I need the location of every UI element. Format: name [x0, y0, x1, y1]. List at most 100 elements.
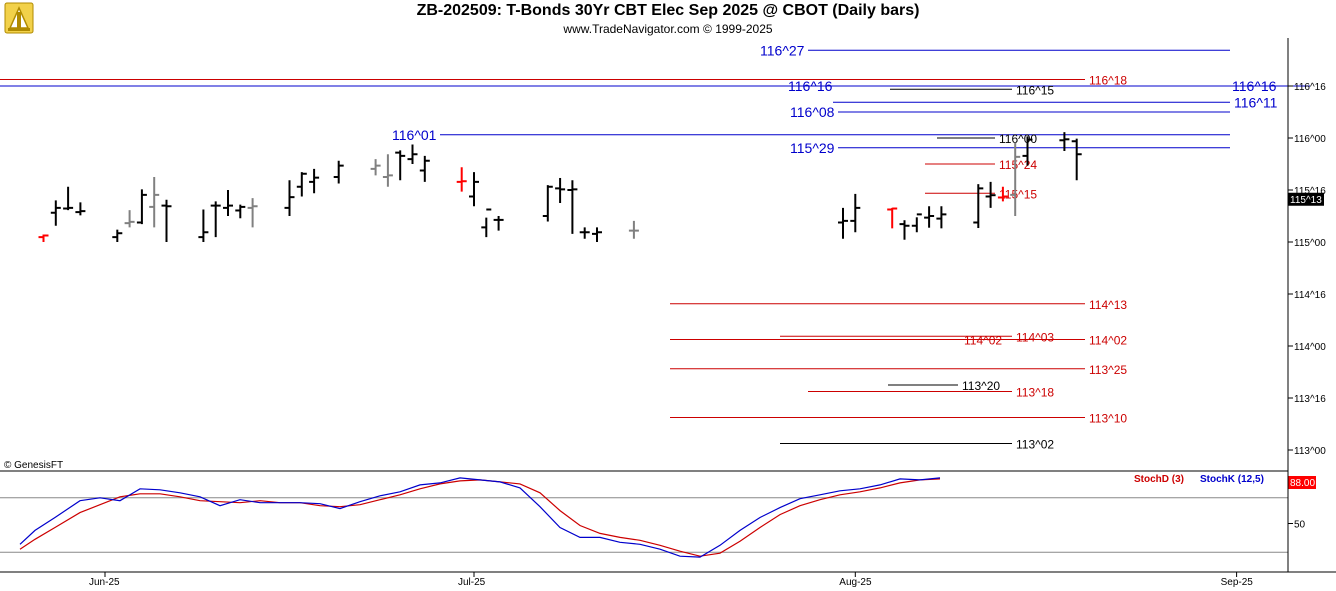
watermark-text: © GenesisFT: [4, 460, 63, 471]
current-price-label: 115^13: [1290, 195, 1322, 206]
level-label: 116^01: [392, 127, 437, 143]
price-bar: [247, 198, 258, 228]
price-bar: [1022, 136, 1033, 166]
price-bars: [38, 132, 1082, 242]
level-label: 116^18: [1089, 74, 1127, 88]
price-bar: [469, 172, 479, 207]
price-bar: [567, 180, 578, 234]
price-bar: [309, 168, 320, 194]
price-bar: [419, 155, 430, 182]
price-bar: [50, 200, 61, 226]
level-label: 114^02: [1089, 334, 1127, 348]
time-tick-label: Jul-25: [458, 577, 486, 588]
price-bar: [38, 234, 49, 242]
price-bar: [838, 207, 848, 239]
price-bar: [887, 207, 898, 229]
time-tick-label: Sep-25: [1221, 577, 1254, 588]
price-bar: [395, 150, 406, 181]
price-bar: [235, 204, 246, 219]
price-bar: [124, 210, 135, 228]
price-bar: [75, 202, 86, 216]
price-bar: [223, 190, 233, 216]
price-bar: [899, 220, 910, 240]
level-label: 115^24: [999, 158, 1037, 172]
level-label: 116^15: [1016, 83, 1054, 97]
level-label: 115^15: [999, 187, 1037, 201]
price-bar: [112, 229, 123, 242]
chart-subtitle: www.TradeNavigator.com © 1999-2025: [563, 22, 773, 36]
level-lines: 116^27 116^18 116^16 116^16 116^15 116^11 116^…: [0, 42, 1310, 452]
price-bar: [284, 180, 295, 216]
level-label: 116^27: [760, 42, 805, 58]
time-tick-label: Aug-25: [839, 577, 872, 588]
time-axis: Jun-25 Jul-25 Aug-25 Sep-25: [89, 572, 1253, 588]
price-bar: [592, 227, 602, 242]
price-panel-background: [0, 38, 1288, 471]
price-bar: [407, 144, 418, 164]
price-axis: 116^16 116^00 115^16 115^00 114^16 114^00 113^…: [1288, 82, 1326, 457]
price-bar: [333, 160, 344, 184]
chart-title: ZB-202509: T-Bonds 30Yr CBT Elec Sep 202…: [416, 2, 920, 19]
price-bar: [382, 154, 393, 187]
price-bar: [1071, 138, 1082, 181]
price-bar: [63, 186, 74, 211]
stoch-d-legend: StochD (3): [1134, 474, 1184, 485]
price-tick-label: 113^00: [1294, 446, 1326, 457]
price-bar: [542, 185, 553, 222]
level-label: 113^02: [1016, 438, 1054, 452]
stoch-k-legend: StochK (12,5): [1200, 474, 1264, 485]
price-bar: [936, 206, 947, 229]
level-label: 116^16: [788, 78, 833, 94]
stochastic-panel: 50 88.00: [0, 476, 1316, 558]
time-tick-label: Jun-25: [89, 577, 120, 588]
level-label: 116^08: [790, 104, 835, 120]
price-bar: [296, 172, 307, 197]
price-bar: [149, 177, 160, 228]
level-label: 115^29: [790, 140, 835, 156]
app-logo-icon: [4, 2, 34, 34]
price-bar: [555, 177, 566, 203]
level-label: 114^13: [1089, 298, 1127, 312]
level-label: 114^03: [1016, 330, 1054, 344]
level-label: 113^18: [1016, 386, 1054, 400]
price-tick-label: 116^00: [1294, 134, 1326, 145]
price-tick-label: 113^16: [1294, 394, 1326, 405]
price-bar: [136, 189, 147, 225]
level-label: 113^10: [1089, 412, 1127, 426]
level-label: 113^25: [1089, 363, 1127, 377]
price-tick-label: 114^16: [1294, 290, 1326, 301]
price-bar: [1010, 142, 1021, 216]
price-bar: [997, 186, 1008, 202]
level-label: 116^11: [1234, 94, 1278, 110]
price-tick-label: 116^16: [1294, 82, 1326, 93]
price-bar: [456, 167, 467, 192]
stoch-k-line: [19, 477, 941, 558]
stoch-value-label: 88.00: [1290, 478, 1315, 489]
stoch-d-line: [19, 478, 941, 557]
stoch-value-box: [1288, 476, 1316, 489]
price-bar: [1059, 132, 1070, 151]
price-bar: [628, 220, 639, 239]
price-tick-label: 115^00: [1294, 238, 1326, 249]
price-bar: [850, 193, 861, 233]
price-bar: [924, 206, 935, 228]
price-tick-label: 114^00: [1294, 342, 1326, 353]
price-bar: [198, 209, 209, 242]
price-bar: [370, 159, 381, 176]
price-tick-label: 115^16: [1294, 186, 1326, 197]
chart-header: ZB-202509: T-Bonds 30Yr CBT Elec Sep 202…: [0, 0, 1336, 38]
price-bar: [210, 201, 221, 238]
level-label: 113^20: [962, 379, 1000, 393]
price-bar: [973, 184, 984, 229]
price-bar: [161, 199, 172, 242]
level-label: 116^16: [1232, 78, 1277, 94]
level-label: 114^02: [964, 334, 1002, 348]
stoch-tick-label: 50: [1294, 520, 1306, 531]
price-bar: [579, 227, 590, 239]
price-bar: [985, 181, 996, 208]
price-bar: [481, 208, 492, 238]
current-price-box: [1288, 192, 1324, 206]
price-bar: [493, 216, 504, 231]
price-bar: [911, 213, 922, 233]
